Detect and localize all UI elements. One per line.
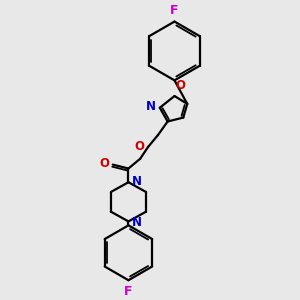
Text: N: N bbox=[146, 100, 156, 113]
Text: N: N bbox=[132, 216, 142, 229]
Text: N: N bbox=[132, 175, 142, 188]
Text: O: O bbox=[134, 140, 144, 154]
Text: F: F bbox=[170, 4, 179, 17]
Text: O: O bbox=[176, 79, 185, 92]
Text: F: F bbox=[124, 285, 133, 298]
Text: O: O bbox=[100, 157, 110, 170]
